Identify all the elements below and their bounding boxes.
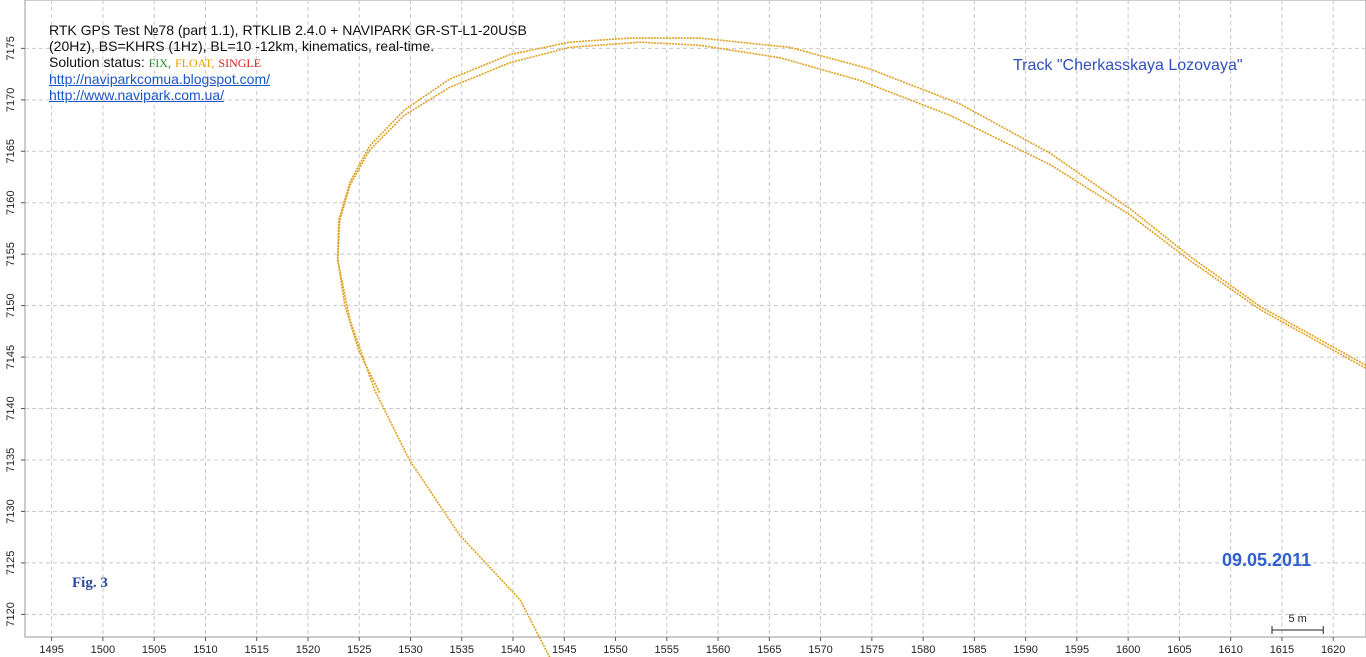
track-name: Track "Cherkasskaya Lozovaya" xyxy=(1013,57,1243,74)
date: 09.05.2011 xyxy=(1222,550,1312,570)
x-tick-label: 1575 xyxy=(860,644,884,656)
scale-bar xyxy=(1271,626,1324,634)
x-tick-label: 1530 xyxy=(398,644,422,656)
x-tick-label: 1555 xyxy=(655,644,679,656)
y-tick-label: 7150 xyxy=(5,293,17,317)
status-item: FLOAT, xyxy=(174,56,215,70)
plot-area xyxy=(24,0,1366,638)
x-tick-label: 1600 xyxy=(1116,644,1140,656)
x-tick-label: 1585 xyxy=(962,644,986,656)
y-tick-label: 7165 xyxy=(5,139,17,163)
title: RTK GPS Test №78 (part 1.1), RTKLIB 2.4.… xyxy=(49,22,527,38)
x-tick-label: 1520 xyxy=(296,644,320,656)
status-item: SINGLE xyxy=(218,56,262,70)
y-tick-label: 7120 xyxy=(5,602,17,626)
y-tick-label: 7135 xyxy=(5,448,17,472)
x-tick-label: 1590 xyxy=(1013,644,1037,656)
status-label: Solution status: xyxy=(49,54,145,70)
y-tick-label: 7155 xyxy=(5,242,17,266)
x-tick-label: 1515 xyxy=(244,644,268,656)
subtitle: (20Hz), BS=KHRS (1Hz), BL=10 -12km, kine… xyxy=(49,38,435,54)
x-tick-label: 1545 xyxy=(552,644,576,656)
figure-label: Fig. 3 xyxy=(72,575,108,591)
track-line xyxy=(336,37,1366,394)
x-tick-label: 1510 xyxy=(193,644,217,656)
track-line xyxy=(336,41,1366,657)
status-item: FIX, xyxy=(148,56,171,70)
y-tick-label: 7170 xyxy=(5,88,17,112)
x-tick-label: 1610 xyxy=(1218,644,1242,656)
y-tick-label: 7175 xyxy=(5,36,17,60)
y-tick-label: 7140 xyxy=(5,396,17,420)
scale-bar-label: 5 m xyxy=(1288,613,1306,625)
x-tick-label: 1580 xyxy=(911,644,935,656)
x-tick-label: 1570 xyxy=(808,644,832,656)
x-tick-label: 1560 xyxy=(706,644,730,656)
y-tick-label: 7130 xyxy=(5,499,17,523)
x-tick-label: 1535 xyxy=(450,644,474,656)
x-tick-label: 1595 xyxy=(1065,644,1089,656)
y-tick-label: 7160 xyxy=(5,190,17,214)
x-tick-label: 1565 xyxy=(757,644,781,656)
x-tick-label: 1540 xyxy=(501,644,525,656)
x-tick-label: 1500 xyxy=(91,644,115,656)
x-tick-label: 1605 xyxy=(1167,644,1191,656)
x-tick-label: 1525 xyxy=(347,644,371,656)
x-tick-label: 1615 xyxy=(1270,644,1294,656)
link[interactable]: http://naviparkcomua.blogspot.com/ xyxy=(49,71,271,87)
y-tick-label: 7125 xyxy=(5,551,17,575)
header: RTK GPS Test №78 (part 1.1), RTKLIB 2.4.… xyxy=(49,22,527,103)
x-tick-label: 1620 xyxy=(1321,644,1345,656)
x-tick-label: 1550 xyxy=(603,644,627,656)
x-tick-label: 1495 xyxy=(39,644,63,656)
x-tick-label: 1505 xyxy=(142,644,166,656)
link[interactable]: http://www.navipark.com.ua/ xyxy=(49,87,225,103)
status-line: Solution status: FIX, FLOAT, SINGLE xyxy=(49,54,527,71)
y-tick-label: 7145 xyxy=(5,345,17,369)
